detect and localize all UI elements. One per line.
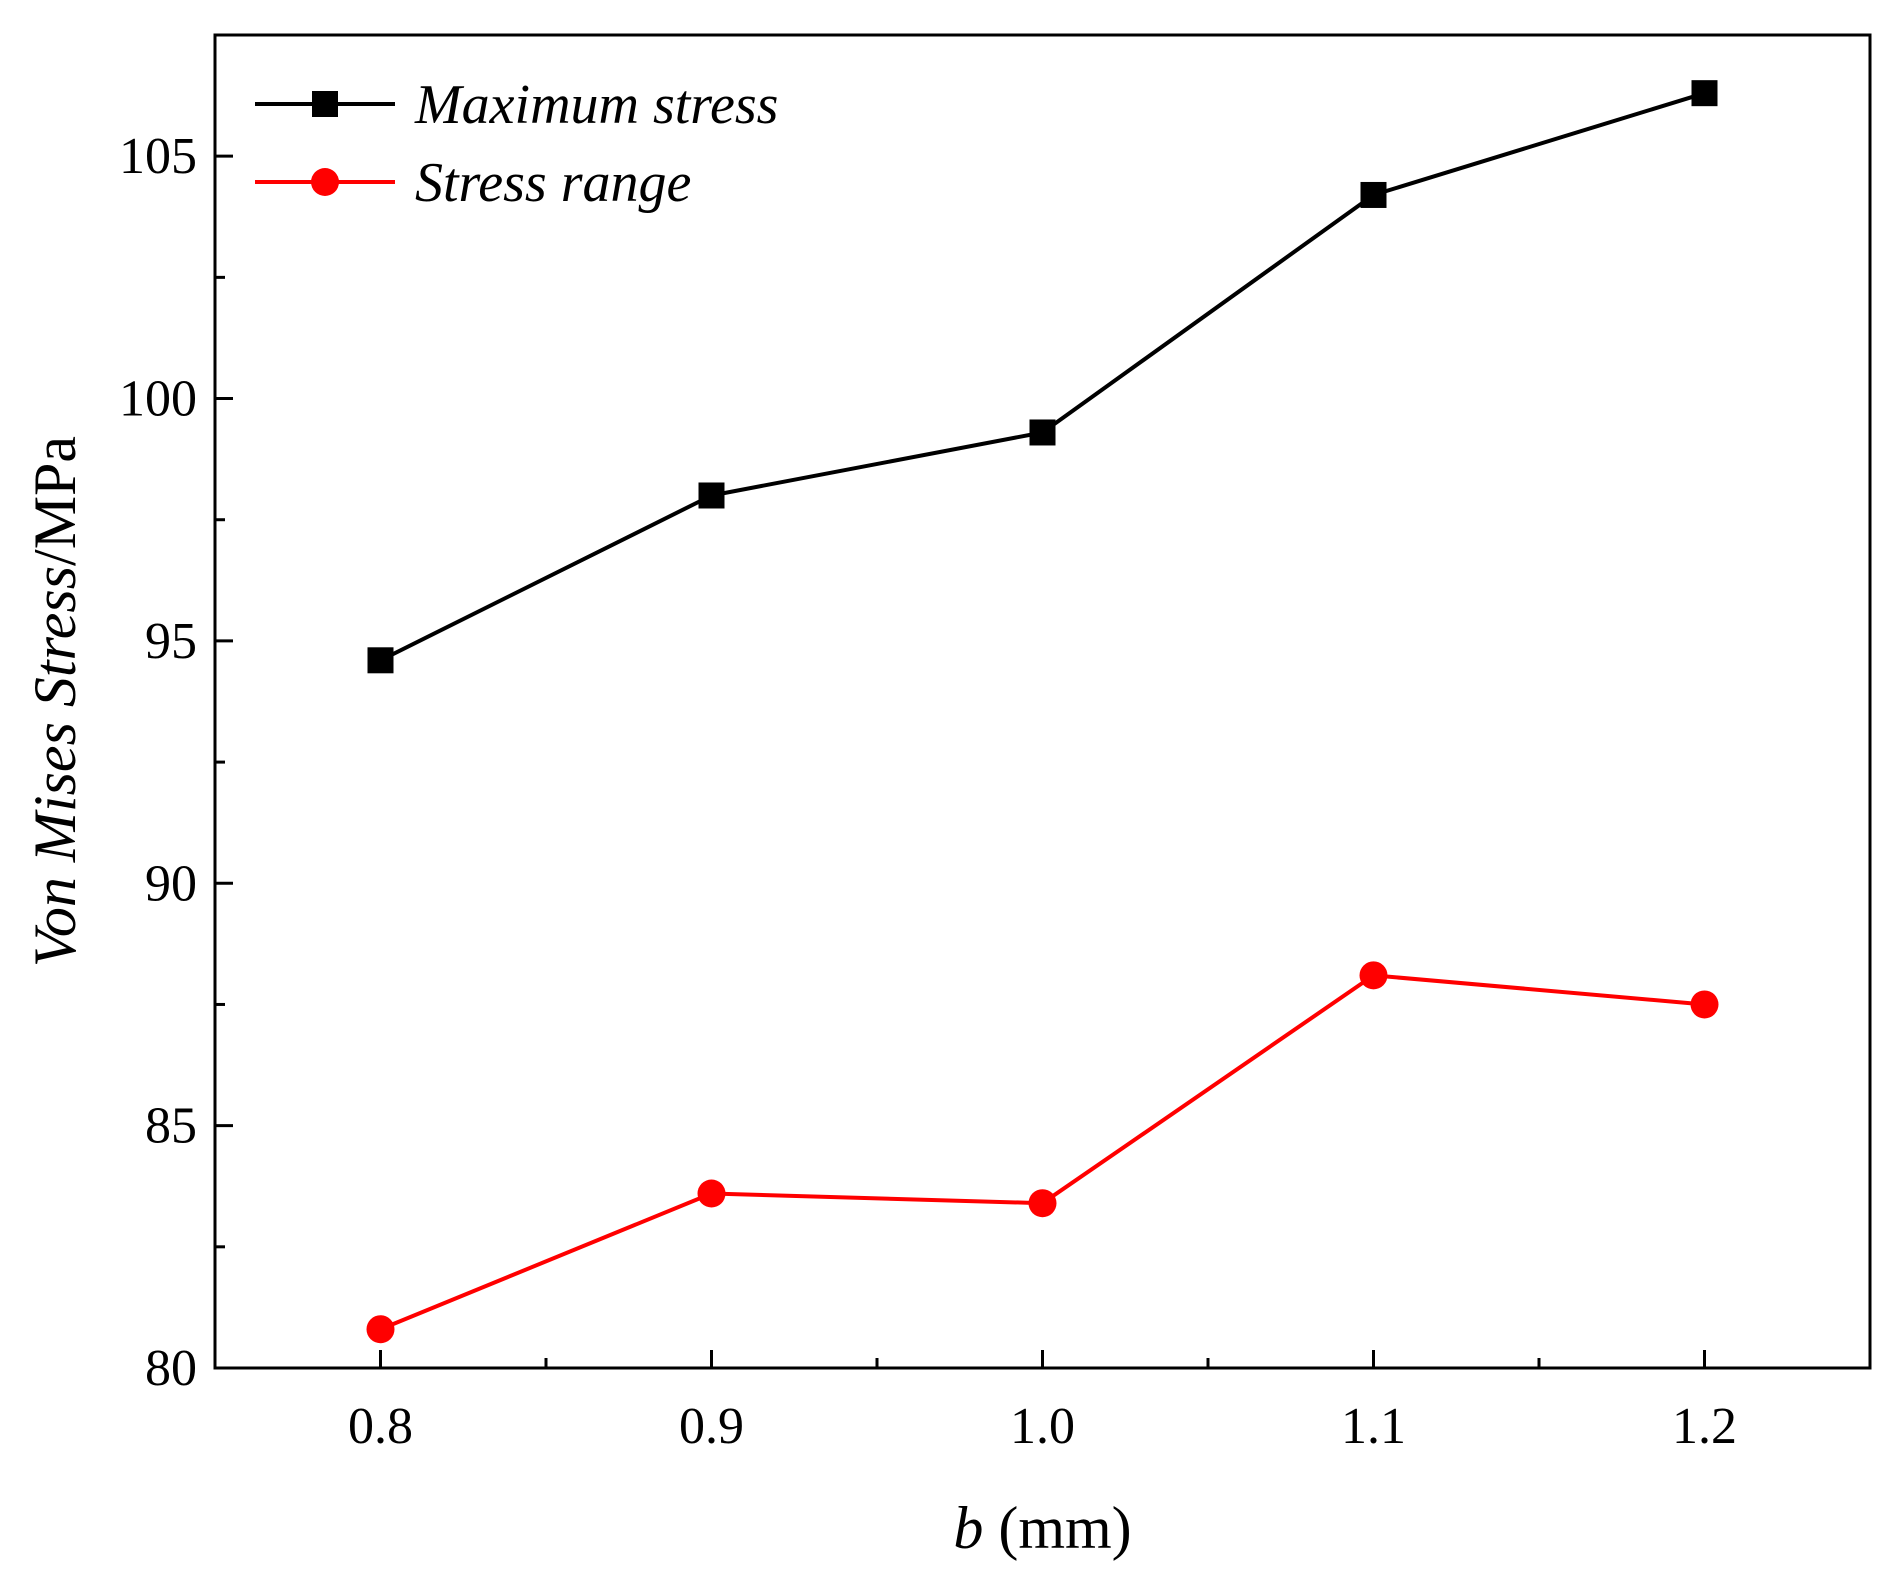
y-tick-label: 105 xyxy=(119,128,197,185)
y-axis-title: Von Mises Stress/MPa xyxy=(22,436,88,967)
plot-frame xyxy=(213,33,1872,1370)
legend-label-1: Maximum stress xyxy=(414,74,778,136)
series-2-point xyxy=(1359,961,1388,990)
x-tick-label: 0.8 xyxy=(348,1398,413,1455)
y-tick-label: 85 xyxy=(145,1098,197,1155)
series-2-point xyxy=(1028,1189,1057,1218)
y-tick-label: 80 xyxy=(145,1340,197,1397)
legend-circle-marker xyxy=(311,168,339,196)
series-2-point xyxy=(1690,990,1719,1019)
series-markers xyxy=(366,80,1719,1344)
x-axis-title-italic: b xyxy=(953,1495,983,1561)
x-tick-label: 1.1 xyxy=(1341,1398,1406,1455)
y-tick-label: 90 xyxy=(145,855,197,912)
legend-label-2: Stress range xyxy=(415,152,691,214)
series-1-point xyxy=(1029,419,1056,446)
x-tick-label: 1.2 xyxy=(1672,1398,1737,1455)
legend: Maximum stress Stress range xyxy=(255,74,778,214)
x-axis-title: b (mm) xyxy=(953,1495,1131,1561)
x-axis-title-rest: (mm) xyxy=(983,1495,1131,1561)
y-tick-label: 100 xyxy=(119,371,197,428)
series-2-point xyxy=(697,1179,726,1208)
series-1-point xyxy=(1691,80,1718,107)
y-axis-title-rest: /MPa xyxy=(22,436,88,566)
legend-square-marker xyxy=(312,91,338,117)
series-line-2 xyxy=(379,973,1705,1332)
series-1-point xyxy=(367,647,394,674)
y-tick-label: 95 xyxy=(145,613,197,670)
series-1-point xyxy=(698,482,725,509)
series-1-point xyxy=(1360,181,1387,208)
series-2-point xyxy=(366,1315,395,1344)
axis-ticks: 80 85 90 95 100 105 0.8 0.9 1.0 1.1 1.2 xyxy=(119,128,1737,1455)
x-tick-label: 1.0 xyxy=(1010,1398,1075,1455)
y-axis-title-italic: Von Mises Stress xyxy=(22,566,88,967)
x-tick-label: 0.9 xyxy=(679,1398,744,1455)
series-lines xyxy=(379,91,1706,1332)
